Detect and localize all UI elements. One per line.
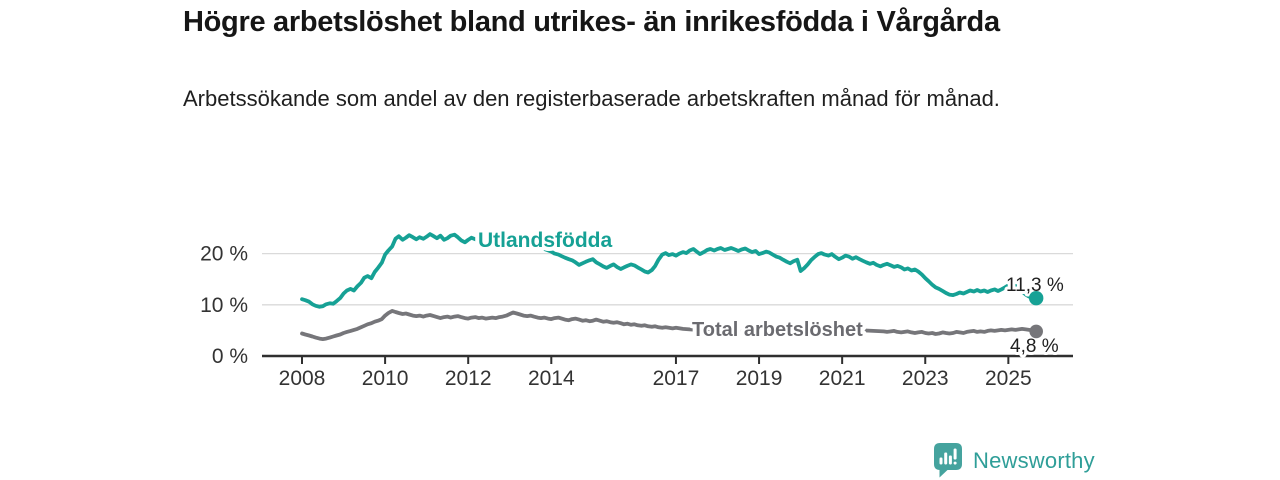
series-end-dot-total-arbetsloshet	[1029, 324, 1043, 339]
x-tick-label: 2019	[736, 367, 783, 390]
logo-bars	[939, 448, 957, 465]
x-tick-label: 2017	[653, 367, 700, 390]
page-title: Högre arbetslöshet bland utrikes- än inr…	[183, 6, 1000, 38]
x-tick-label: 2021	[819, 367, 866, 390]
series-line-utlandsfodda	[300, 232, 1039, 309]
value-label-utlandsfodda: 11,3 %	[1006, 275, 1064, 296]
x-tick-label: 2012	[445, 367, 492, 390]
series-label-utlandsfodda-halo: Utlandsfödda	[478, 229, 612, 252]
series-end-dot-utlandsfodda	[1028, 290, 1044, 306]
header: Högre arbetslöshet bland utrikes- än inr…	[183, 3, 1063, 114]
x-tick-label: 2023	[902, 367, 949, 390]
x-tick-label: 2008	[279, 367, 326, 390]
series-line-total-arbetsloshet	[300, 308, 1039, 342]
series-label-utlandsfodda: Utlandsfödda	[478, 229, 612, 252]
x-tick-label: 2014	[528, 367, 575, 390]
logo-bubble-shape	[934, 443, 962, 478]
chart-subtitle: Arbetssökande som andel av den registerb…	[183, 86, 1000, 111]
y-tick-label: 10 %	[200, 294, 248, 317]
x-tick-label: 2025	[985, 367, 1032, 390]
brand-name: Newsworthy	[973, 447, 1095, 473]
brand-footer: Newsworthy	[934, 443, 1095, 478]
newsworthy-logo-icon	[934, 443, 962, 478]
series-label-total-arbetsloshet: Total arbetslöshet	[692, 319, 863, 341]
value-label-total-arbetsloshet: 4,8 %	[1010, 336, 1059, 357]
y-tick-label: 20 %	[200, 243, 248, 266]
series-label-total-arbetsloshet-halo: Total arbetslöshet	[692, 319, 863, 341]
x-tick-label: 2010	[362, 367, 409, 390]
y-tick-label: 0 %	[212, 345, 248, 368]
